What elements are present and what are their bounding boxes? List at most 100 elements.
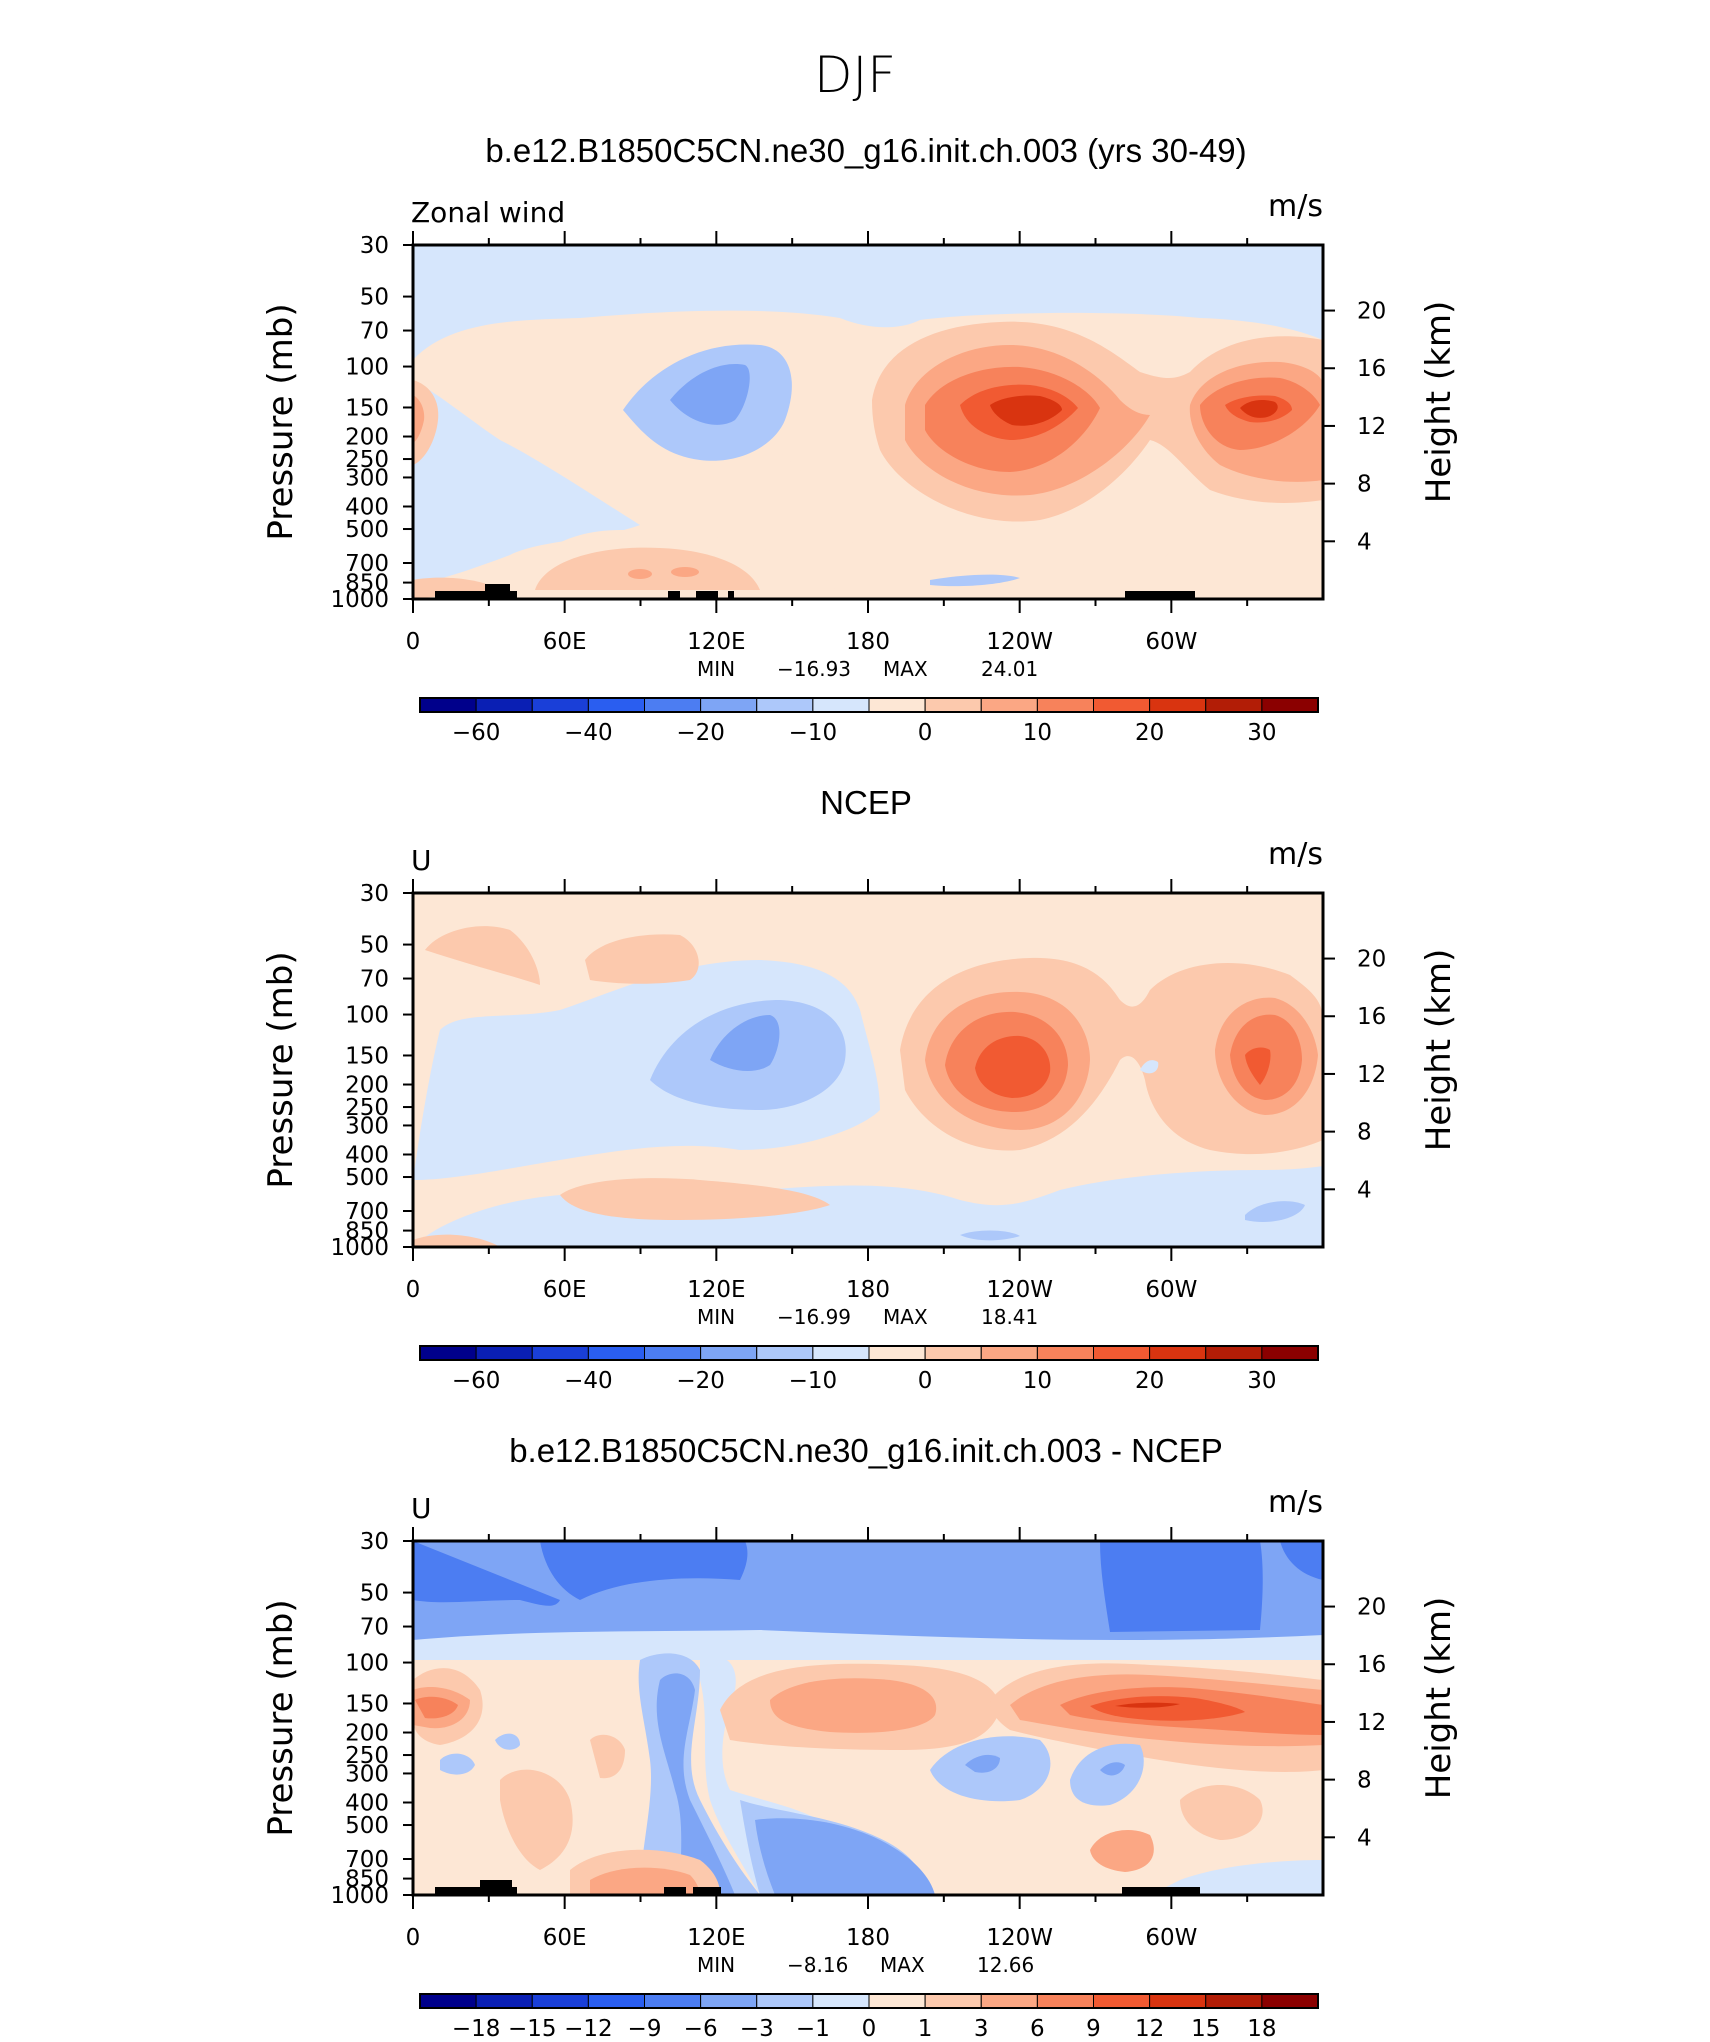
colorbar-swatch [980,697,1038,713]
y2-tick-label-8: 8 [1357,1120,1372,1146]
y-tick-label-150: 150 [345,1043,389,1069]
y-tick-label-700: 700 [345,551,389,577]
colorbar-label: 30 [1247,1368,1276,1394]
x-tick-label: 60W [1145,629,1197,655]
colorbar-label: 10 [1023,1368,1052,1394]
y-tick-label-400: 400 [345,1790,389,1816]
y-axis-label: Pressure (mb) [261,951,301,1188]
colorbar-swatch [419,697,477,713]
y2-tick-label-16: 16 [1357,1004,1386,1030]
colorbar-label: 1 [918,2016,933,2038]
panel-3-max-label: MAX [880,1953,925,1977]
y-tick-label-400: 400 [345,494,389,520]
colorbar-swatch [700,697,758,713]
colorbar-swatch [1149,697,1207,713]
x-tick-label: 60E [543,629,587,655]
x-tick-label: 120E [687,629,745,655]
panel-1-max-value: 24.01 [981,657,1038,681]
y-tick-label-100: 100 [345,1651,389,1677]
colorbar-label: 10 [1023,720,1052,746]
y-tick-label-200: 200 [345,1073,389,1099]
panel-3-variable-label: U [411,1492,432,1525]
y-tick-label-30: 30 [360,1529,389,1555]
y-tick-label-1000: 1000 [330,587,389,613]
y-tick-label-200: 200 [345,425,389,451]
panel-1-units: m/s [1268,189,1323,224]
x-tick-label: 60E [543,1277,587,1303]
colorbar-swatch [419,1993,477,2009]
x-tick-label: 180 [846,1277,890,1303]
colorbar-swatch [587,697,645,713]
colorbar-label: −3 [740,2016,774,2038]
panel-3-units: m/s [1268,1485,1323,1520]
colorbar-label: 0 [862,2016,877,2038]
page-title: DJF [814,46,896,104]
panel-3-title: b.e12.B1850C5CN.ne30_g16.init.ch.003 - N… [509,1432,1223,1469]
panel-3: b.e12.B1850C5CN.ne30_g16.init.ch.003 - N… [261,1432,1459,2042]
x-tick-label: 0 [406,1277,421,1303]
panel-2-max-value: 18.41 [981,1305,1038,1329]
panel-2-units: m/s [1268,837,1323,872]
x-tick-label: 120W [986,1925,1053,1951]
y-tick-label-50: 50 [360,1581,389,1607]
y-tick-label-250: 250 [345,1743,389,1769]
colorbar-swatch [587,1993,645,2009]
colorbar-label: 3 [974,2016,989,2038]
y-tick-label-100: 100 [345,355,389,381]
y-tick-label-70: 70 [360,1615,389,1641]
y2-tick-label-20: 20 [1357,1595,1386,1621]
colorbar-swatch [812,1993,870,2009]
colorbar-label: 6 [1030,2016,1045,2038]
panel-1: b.e12.B1850C5CN.ne30_g16.init.ch.003 (yr… [261,132,1459,746]
colorbar-label: 30 [1247,720,1276,746]
colorbar-label: −20 [676,1368,725,1394]
x-tick-label: 180 [846,629,890,655]
y-tick-label-150: 150 [345,395,389,421]
x-tick-label: 0 [406,629,421,655]
y-tick-label-70: 70 [360,319,389,345]
panel-1-title: b.e12.B1850C5CN.ne30_g16.init.ch.003 (yr… [485,132,1246,169]
colorbar-label: −6 [684,2016,718,2038]
colorbar-swatch [419,1345,477,1361]
colorbar-swatch [924,697,982,713]
colorbar-swatch [868,1345,926,1361]
y-tick-label-400: 400 [345,1142,389,1168]
colorbar-label: −60 [452,1368,501,1394]
y-axis-label: Pressure (mb) [261,1599,301,1836]
colorbar-swatch [1205,1345,1263,1361]
colorbar-label: 9 [1086,2016,1101,2038]
y-tick-label-700: 700 [345,1847,389,1873]
y2-axis-label: Height (km) [1419,1597,1459,1800]
y-tick-label-700: 700 [345,1199,389,1225]
colorbar-swatch [1093,1993,1151,2009]
y-axis-label: Pressure (mb) [261,303,301,540]
panel-3-min-label: MIN [697,1953,735,1977]
y2-tick-label-4: 4 [1357,529,1372,555]
y-tick-label-850: 850 [345,1219,389,1245]
panel-1-colorbar: −60 −40 −20 −10 0 10 20 30 [419,697,1319,746]
colorbar-swatch [812,1345,870,1361]
y-tick-label-300: 300 [345,1113,389,1139]
colorbar-swatch [1149,1993,1207,2009]
y-tick-label-250: 250 [345,1095,389,1121]
y-tick-label-70: 70 [360,967,389,993]
colorbar-swatch [1093,1345,1151,1361]
colorbar-swatch [1261,1993,1319,2009]
colorbar-label: −60 [452,720,501,746]
colorbar-swatch [1149,1345,1207,1361]
y2-tick-label-16: 16 [1357,1652,1386,1678]
panel-3-min-value: −8.16 [787,1953,848,1977]
x-tick-label: 0 [406,1925,421,1951]
y-tick-label-500: 500 [345,1165,389,1191]
colorbar-swatch [475,1993,533,2009]
panel-2-min-label: MIN [697,1305,735,1329]
colorbar-label: −18 [452,2016,501,2038]
colorbar-swatch [1261,697,1319,713]
colorbar-swatch [1036,697,1094,713]
y-tick-label-50: 50 [360,933,389,959]
colorbar-swatch [475,1345,533,1361]
y2-tick-label-4: 4 [1357,1825,1372,1851]
